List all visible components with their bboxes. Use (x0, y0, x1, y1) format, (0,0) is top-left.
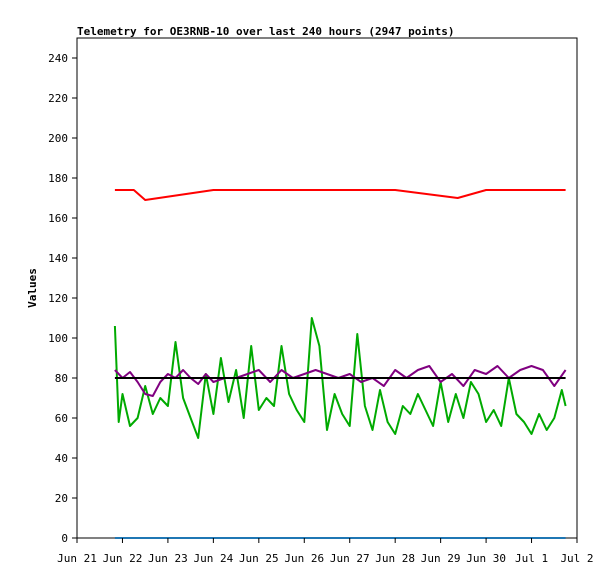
y-tick-label: 100 (48, 332, 68, 345)
y-tick-label: 240 (48, 52, 68, 65)
purple-series-line (114, 365, 567, 397)
y-tick-label: 200 (48, 132, 68, 145)
y-tick-label: 80 (55, 372, 68, 385)
y-axis: 0 20 40 60 80 100 120 140 160 180 200 220 240 (48, 52, 77, 545)
x-tick-label: Jun 22 (103, 552, 143, 565)
plot-area (76, 37, 578, 539)
y-axis-label: Values (26, 268, 39, 308)
y-tick-label: 120 (48, 292, 68, 305)
x-tick-label: Jul 2 (560, 552, 593, 565)
y-tick-label: 160 (48, 212, 68, 225)
red-series-line (114, 189, 566, 201)
y-tick-label: 40 (55, 452, 68, 465)
x-tick-label: Jul 1 (515, 552, 548, 565)
x-tick-label: Jun 24 (193, 552, 233, 565)
x-tick-label: Jun 27 (330, 552, 370, 565)
y-tick-label: 20 (55, 492, 68, 505)
x-tick-label: Jun 30 (466, 552, 506, 565)
x-tick-label: Jun 23 (148, 552, 188, 565)
y-tick-label: 60 (55, 412, 68, 425)
y-tick-label: 0 (61, 532, 68, 545)
green-series-line (113, 317, 567, 439)
x-tick-label: Jun 29 (421, 552, 461, 565)
x-tick-label: Jun 25 (239, 552, 279, 565)
x-tick-label: Jun 21 (57, 552, 97, 565)
chart-title: Telemetry for OE3RNB-10 over last 240 ho… (77, 25, 455, 38)
y-tick-label: 220 (48, 92, 68, 105)
x-axis: Jun 21 Jun 22 Jun 23 Jun 24 Jun 25 Jun 26 Jun … (57, 538, 594, 565)
series-layer (113, 189, 567, 539)
x-tick-label: Jun 28 (375, 552, 415, 565)
x-tick-label: Jun 26 (284, 552, 324, 565)
y-tick-label: 140 (48, 252, 68, 265)
y-tick-label: 180 (48, 172, 68, 185)
